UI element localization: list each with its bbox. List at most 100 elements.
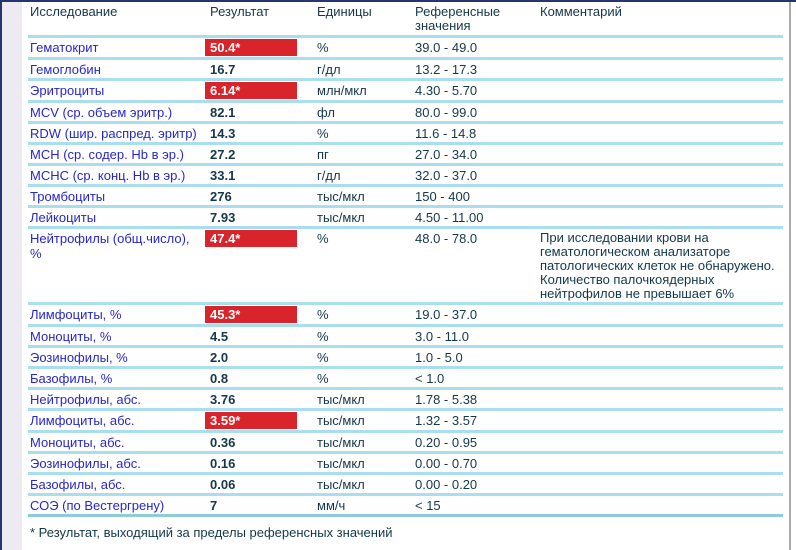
test-name-link[interactable]: Моноциты, абс.	[30, 435, 125, 450]
test-name-link[interactable]: Эозинофилы, абс.	[30, 456, 141, 471]
test-name-link[interactable]: Гемоглобин	[30, 62, 101, 77]
abnormal-footnote: * Результат, выходящий за пределы рефере…	[30, 525, 393, 540]
result-value: 3.76	[210, 392, 236, 407]
test-name-link[interactable]: MCHC (ср. конц. Hb в эр.)	[30, 168, 186, 183]
test-name-link[interactable]: MCH (ср. содер. Hb в эр.)	[30, 147, 184, 162]
table-row: Лейкоциты 7.93 тыс/мкл 4.50 - 11.00	[28, 208, 783, 229]
result-value: 3.59*	[205, 412, 315, 429]
table-row: Эозинофилы, абс. 0.16 тыс/мкл 0.00 - 0.7…	[28, 454, 783, 475]
reference-range: 32.0 - 37.0	[415, 168, 478, 183]
units-value: тыс/мкл	[317, 435, 365, 450]
reference-range: 150 - 400	[415, 189, 470, 204]
result-comment	[538, 477, 783, 492]
test-name-link[interactable]: MCV (ср. объем эритр.)	[30, 105, 173, 120]
test-name-link[interactable]: Лимфоциты, абс.	[30, 413, 135, 428]
result-value: 27.2	[210, 147, 236, 162]
table-row: Нейтрофилы, абс. 3.76 тыс/мкл 1.78 - 5.3…	[28, 390, 783, 411]
test-name-link[interactable]: RDW (шир. распред. эритр)	[30, 126, 197, 141]
result-value: 4.5	[210, 329, 229, 344]
units-value: тыс/мкл	[317, 392, 365, 407]
result-value: 7	[210, 498, 218, 513]
table-row: MCHC (ср. конц. Hb в эр.) 33.1 г/дл 32.0…	[28, 166, 783, 187]
result-value: 0.16	[210, 456, 236, 471]
result-value: 33.1	[210, 168, 236, 183]
units-value: %	[317, 329, 329, 344]
test-name-link[interactable]: Нейтрофилы (общ.число), %	[30, 231, 190, 261]
table-row: RDW (шир. распред. эритр) 14.3 % 11.6 - …	[28, 124, 783, 145]
result-comment	[538, 392, 783, 407]
reference-range: 19.0 - 37.0	[415, 307, 478, 322]
result-value: 50.4*	[205, 39, 315, 56]
reference-range: 3.0 - 11.0	[415, 329, 469, 344]
units-value: тыс/мкл	[317, 477, 365, 492]
result-value: 0.8	[210, 371, 229, 386]
result-value: 16.7	[210, 62, 236, 77]
test-name-link[interactable]: Эритроциты	[30, 83, 105, 98]
test-name-link[interactable]: Гематокрит	[30, 40, 99, 55]
table-body: Гематокрит 50.4* % 39.0 - 49.0 Гемоглоби…	[28, 38, 783, 517]
page-right-border	[789, 2, 791, 550]
header-reference: Референсные значения	[415, 4, 501, 33]
reference-range: 1.32 - 3.57	[415, 413, 478, 428]
result-value: 47.4*	[205, 230, 315, 301]
units-value: тыс/мкл	[317, 210, 365, 225]
table-row: Гематокрит 50.4* % 39.0 - 49.0	[28, 38, 783, 60]
page-left-margin	[2, 2, 22, 550]
test-name-link[interactable]: Лимфоциты, %	[30, 307, 122, 322]
result-value: 45.3*	[205, 306, 315, 323]
reference-range: 13.2 - 17.3	[415, 62, 478, 77]
table-row: Эритроциты 6.14* млн/мкл 4.30 - 5.70	[28, 81, 783, 103]
header-result: Результат	[210, 4, 270, 19]
units-value: %	[317, 307, 329, 322]
reference-range: 39.0 - 49.0	[415, 40, 478, 55]
header-units: Единицы	[317, 4, 372, 19]
units-value: фл	[317, 105, 335, 120]
header-comment: Комментарий	[540, 4, 622, 19]
result-comment	[538, 350, 783, 365]
header-test: Исследование	[30, 4, 118, 19]
window-left-edge	[0, 0, 2, 550]
units-value: тыс/мкл	[317, 456, 365, 471]
table-row: Базофилы, % 0.8 % < 1.0	[28, 369, 783, 390]
units-value: млн/мкл	[317, 83, 367, 98]
result-comment: При исследовании крови на гематологическ…	[540, 230, 775, 301]
table-row: СОЭ (по Вестергрену) 7 мм/ч < 15	[28, 496, 783, 517]
result-value: 14.3	[210, 126, 236, 141]
result-comment	[538, 329, 783, 344]
result-comment	[538, 126, 783, 141]
test-name-link[interactable]: Лейкоциты	[30, 210, 97, 225]
window-top-edge	[0, 0, 796, 2]
result-comment	[538, 105, 783, 120]
test-name-link[interactable]: Моноциты, %	[30, 329, 112, 344]
attention-notice: Внимание! В электронном экземпляре бланк…	[28, 540, 783, 550]
units-value: тыс/мкл	[317, 189, 365, 204]
units-value: %	[317, 231, 329, 246]
test-name-link[interactable]: Эозинофилы, %	[30, 350, 128, 365]
table-row: Лимфоциты, абс. 3.59* тыс/мкл 1.32 - 3.5…	[28, 411, 783, 433]
test-name-link[interactable]: Нейтрофилы, абс.	[30, 392, 142, 407]
test-name-link[interactable]: СОЭ (по Вестергрену)	[30, 498, 165, 513]
result-comment	[538, 83, 783, 99]
result-comment	[538, 413, 783, 429]
table-row: Базофилы, абс. 0.06 тыс/мкл 0.00 - 0.20	[28, 475, 783, 496]
reference-range: < 15	[415, 498, 441, 513]
result-comment	[538, 40, 783, 56]
result-value: 7.93	[210, 210, 236, 225]
result-value: 0.36	[210, 435, 236, 450]
result-comment	[538, 371, 783, 386]
result-comment	[538, 210, 783, 225]
units-value: %	[317, 126, 329, 141]
reference-range: 1.0 - 5.0	[415, 350, 463, 365]
units-value: %	[317, 40, 329, 55]
table-header-row: Исследование Результат Единицы Референсн…	[28, 2, 783, 38]
reference-range: 4.30 - 5.70	[415, 83, 478, 98]
test-name-link[interactable]: Тромбоциты	[30, 189, 106, 204]
result-comment	[538, 435, 783, 450]
table-row: MCH (ср. содер. Hb в эр.) 27.2 пг 27.0 -…	[28, 145, 783, 166]
result-value: 0.06	[210, 477, 236, 492]
test-name-link[interactable]: Базофилы, абс.	[30, 477, 126, 492]
test-name-link[interactable]: Базофилы, %	[30, 371, 113, 386]
result-comment	[538, 456, 783, 471]
table-row: MCV (ср. объем эритр.) 82.1 фл 80.0 - 99…	[28, 103, 783, 124]
reference-range: 0.00 - 0.20	[415, 477, 478, 492]
